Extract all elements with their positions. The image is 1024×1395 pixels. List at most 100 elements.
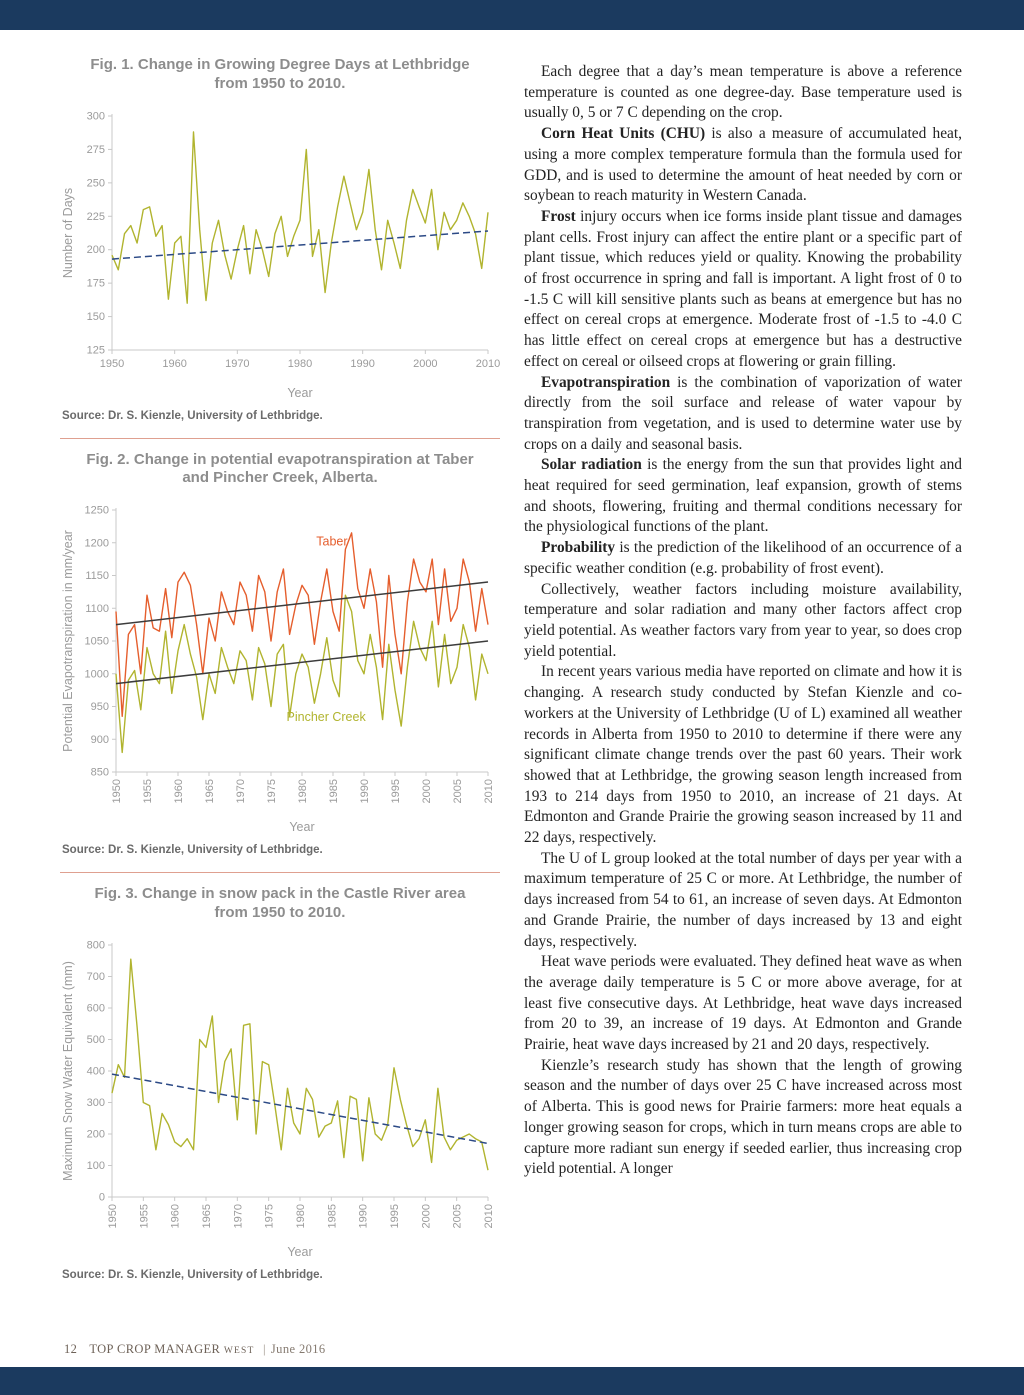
bottom-bar — [0, 1367, 1024, 1395]
svg-text:850: 850 — [91, 767, 109, 779]
figure-1-title: Fig. 1. Change in Growing Degree Days at… — [68, 56, 492, 94]
svg-text:1960: 1960 — [170, 1204, 182, 1228]
svg-text:1975: 1975 — [266, 779, 278, 803]
svg-text:100: 100 — [87, 1160, 105, 1172]
figure-2: Fig. 2. Change in potential evapotranspi… — [60, 451, 500, 857]
svg-text:400: 400 — [87, 1065, 105, 1077]
svg-text:1250: 1250 — [85, 505, 109, 517]
figure-1-title-line2: from 1950 to 2010. — [214, 74, 346, 92]
svg-text:1000: 1000 — [85, 668, 109, 680]
figure-3-title-line2: from 1950 to 2010. — [214, 903, 346, 921]
svg-text:1985: 1985 — [326, 1204, 338, 1228]
snowpack-line-chart: 0 100 200 300 400 500 600 700 800 1950 1955 1960 196… — [61, 939, 495, 1259]
top-bar — [0, 0, 1024, 30]
svg-text:0: 0 — [99, 1191, 105, 1203]
svg-text:1950: 1950 — [100, 358, 124, 370]
figure-3-title-line1: Fig. 3. Change in snow pack in the Castl… — [94, 885, 466, 902]
svg-text:Number of Days: Number of Days — [61, 187, 75, 277]
article-paragraph: Solar radiation is the energy from the s… — [524, 456, 963, 536]
figure-2-source: Source: Dr. S. Kienzle, University of Le… — [62, 844, 323, 856]
svg-text:Year: Year — [287, 386, 312, 400]
svg-text:2010: 2010 — [476, 358, 500, 370]
svg-text:1965: 1965 — [204, 779, 216, 803]
svg-text:300: 300 — [87, 110, 105, 122]
svg-text:Taber: Taber — [316, 534, 347, 548]
svg-text:2010: 2010 — [483, 1204, 495, 1228]
svg-text:2000: 2000 — [421, 779, 433, 803]
svg-text:2000: 2000 — [413, 358, 437, 370]
figure-3-title: Fig. 3. Change in snow pack in the Castl… — [68, 885, 492, 923]
svg-text:700: 700 — [87, 971, 105, 983]
svg-text:600: 600 — [87, 1002, 105, 1014]
figure-3-source: Source: Dr. S. Kienzle, University of Le… — [62, 1268, 323, 1281]
svg-text:800: 800 — [87, 939, 105, 951]
svg-text:1980: 1980 — [288, 358, 312, 370]
article-paragraph: Frost injury occurs when ice forms insid… — [524, 207, 962, 370]
article-paragraph: Corn Heat Units (CHU) is also a measure … — [524, 125, 962, 205]
svg-text:1150: 1150 — [85, 570, 109, 582]
figure-1: Fig. 1. Change in Growing Degree Days at… — [60, 56, 500, 422]
svg-text:1955: 1955 — [138, 1204, 150, 1228]
svg-text:150: 150 — [87, 311, 105, 323]
magazine-title: TOP CROP MANAGER — [89, 1342, 221, 1356]
figure-2-title: Fig. 2. Change in potential evapotranspi… — [68, 451, 492, 489]
article-paragraph: In recent years various media have repor… — [524, 663, 962, 847]
figure-separator — [60, 872, 500, 873]
svg-text:1980: 1980 — [295, 1204, 307, 1228]
svg-text:1970: 1970 — [225, 358, 249, 370]
svg-text:1950: 1950 — [107, 1204, 119, 1228]
svg-text:2010: 2010 — [483, 779, 495, 803]
svg-text:200: 200 — [87, 1128, 105, 1140]
page-number: 12 — [64, 1342, 78, 1356]
figure-column: Fig. 1. Change in Growing Degree Days at… — [60, 50, 500, 1281]
svg-text:275: 275 — [87, 143, 105, 155]
svg-text:1970: 1970 — [232, 1204, 244, 1228]
svg-text:1995: 1995 — [389, 1204, 401, 1228]
issue-date: June 2016 — [270, 1342, 326, 1356]
article-paragraph: Each degree that a day’s mean temperatur… — [524, 63, 962, 122]
article-paragraph: Evapotranspiration is the combination of… — [524, 373, 962, 453]
svg-text:2000: 2000 — [420, 1204, 432, 1228]
page-footer: 12 TOP CROP MANAGER WEST | June 2016 — [64, 1342, 326, 1357]
svg-text:1990: 1990 — [358, 1204, 370, 1228]
svg-text:900: 900 — [91, 734, 109, 746]
svg-text:225: 225 — [87, 210, 105, 222]
article-paragraph: Probability is the prediction of the lik… — [524, 539, 962, 577]
svg-text:125: 125 — [87, 344, 105, 356]
svg-text:Year: Year — [287, 1245, 312, 1259]
svg-text:1960: 1960 — [162, 358, 186, 370]
svg-text:300: 300 — [87, 1097, 105, 1109]
svg-text:1960: 1960 — [173, 779, 185, 803]
svg-text:Potential Evapotranspiration i: Potential Evapotranspiration in mm/year — [61, 530, 75, 752]
svg-text:1980: 1980 — [297, 779, 309, 803]
edition-label: WEST — [223, 1346, 255, 1356]
evapotranspiration-line-chart: 850 900 950 1000 1050 1100 1150 1200 1250 1950 195… — [61, 505, 495, 835]
article-paragraph: Collectively, weather factors including … — [524, 580, 962, 660]
svg-text:1955: 1955 — [142, 779, 154, 803]
article-column: Each degree that a day’s mean temperatur… — [524, 62, 962, 1180]
article-paragraph: Heat wave periods were evaluated. They d… — [524, 953, 962, 1054]
svg-text:500: 500 — [87, 1034, 105, 1046]
svg-text:1990: 1990 — [359, 779, 371, 803]
gdd-line-chart: 125 150 175 200 225 250 275 300 1950 1960 1970 1980… — [61, 110, 500, 400]
svg-text:1995: 1995 — [390, 779, 402, 803]
figure-1-source: Source: Dr. S. Kienzle, University of Le… — [62, 409, 323, 422]
svg-text:1200: 1200 — [85, 537, 109, 549]
svg-text:Maximum Snow Water Equivalent: Maximum Snow Water Equivalent (mm) — [61, 961, 75, 1181]
figure-2-title-line2: and Pincher Creek, Alberta. — [182, 469, 378, 487]
svg-text:1100: 1100 — [85, 603, 109, 615]
figure-2-title-line1: Fig. 2. Change in potential evapotranspi… — [86, 450, 474, 468]
svg-text:950: 950 — [91, 701, 109, 713]
svg-text:1975: 1975 — [264, 1204, 276, 1228]
footer-divider: | — [263, 1342, 266, 1356]
article-paragraph: Kienzle’s research study has shown that … — [524, 1056, 962, 1178]
svg-text:Pincher Creek: Pincher Creek — [287, 710, 367, 724]
svg-text:1050: 1050 — [85, 636, 109, 648]
article-paragraph: The U of L group looked at the total num… — [524, 849, 962, 950]
svg-text:1985: 1985 — [328, 779, 340, 803]
svg-text:1965: 1965 — [201, 1204, 213, 1228]
svg-text:250: 250 — [87, 177, 105, 189]
figure-1-title-line1: Fig. 1. Change in Growing Degree Days at… — [90, 56, 470, 73]
svg-text:Year: Year — [289, 820, 314, 834]
